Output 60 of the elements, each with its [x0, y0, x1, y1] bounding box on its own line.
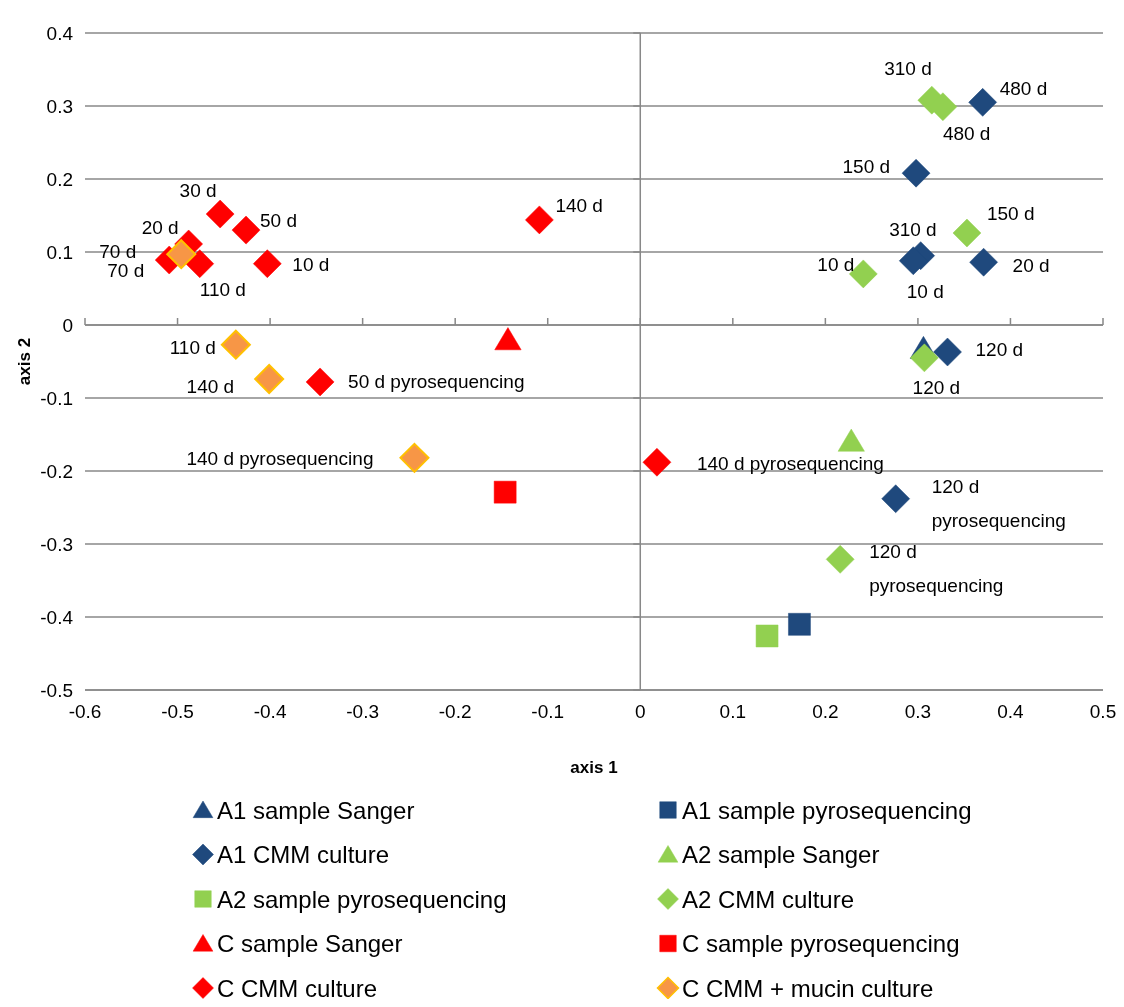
x-tick-label: 0.3 [904, 701, 932, 722]
x-tick-label: 0 [634, 701, 646, 722]
y-tick-label: -0.2 [40, 460, 73, 482]
y-tick-label: 0.1 [46, 241, 73, 263]
y-tick-label: 0.2 [46, 168, 73, 190]
annotation: 20 d [1012, 254, 1050, 276]
y-axis-title: axis 2 [14, 337, 34, 386]
x-axis-title: axis 1 [570, 758, 618, 777]
y-tick-label: 0.4 [46, 22, 74, 44]
annotation: 140 d [555, 195, 603, 217]
annotation: 140 d [186, 375, 235, 397]
annotation: 110 d [199, 279, 246, 301]
annotation: 10 d [817, 254, 855, 276]
annotation: 310 d [884, 57, 932, 79]
annotation: 480 d [942, 123, 991, 145]
annotation: 30 d [179, 179, 217, 201]
x-tick-label: 0.5 [1089, 701, 1117, 722]
annotation: 480 d [999, 77, 1048, 99]
legend-label: C CMM + mucin culture [682, 974, 934, 1002]
annotation: 120 d [975, 338, 1024, 360]
annotation: 70 d [99, 240, 137, 262]
legend-label: A1 sample pyrosequencing [682, 796, 972, 824]
x-tick-label: 0.4 [997, 701, 1025, 722]
legend-label: A2 sample Sanger [682, 841, 880, 868]
y-tick-label: -0.4 [40, 606, 74, 628]
annotation: 120 d pyrosequencing [931, 475, 1066, 531]
legend-label: A2 CMM culture [682, 885, 855, 913]
x-tick-label: 0.1 [719, 701, 747, 722]
legend-label: A2 sample pyrosequencing [217, 885, 507, 913]
x-tick-label: 0.2 [812, 701, 839, 722]
x-tick-label: -0.2 [438, 701, 472, 722]
y-tick-label: -0.5 [40, 679, 73, 701]
annotation: 20 d [141, 217, 179, 239]
annotation: 140 d pyrosequencing [696, 452, 884, 474]
legend-label: C sample pyrosequencing [682, 930, 960, 957]
legend-label: A1 sample Sanger [217, 796, 415, 824]
legend-label: C CMM culture [217, 974, 378, 1002]
annotation: 150 d [842, 155, 891, 177]
y-tick-label: -0.3 [40, 533, 73, 555]
x-tick-label: -0.4 [253, 701, 287, 722]
y-tick-label: 0 [62, 314, 73, 336]
x-tick-label: -0.3 [346, 701, 380, 722]
annotation: 10 d [292, 254, 330, 276]
annotation: 50 d [260, 209, 298, 231]
annotation: 10 d [906, 281, 944, 303]
y-tick-label: -0.1 [40, 387, 73, 409]
annotation: 120 d [912, 377, 961, 399]
annotation: 110 d [169, 337, 216, 359]
annotation: 70 d [107, 259, 145, 281]
x-tick-label: -0.1 [531, 701, 565, 722]
annotation: 50 d pyrosequencing [348, 371, 525, 393]
annotation: 150 d [986, 202, 1035, 224]
x-tick-label: -0.6 [68, 701, 102, 722]
legend-label: A1 CMM culture [217, 841, 390, 868]
x-tick-label: -0.5 [161, 701, 194, 722]
annotation: 140 d pyrosequencing [186, 448, 374, 470]
y-tick-label: 0.3 [46, 95, 73, 117]
annotation: 310 d [889, 219, 937, 241]
annotation: 120 d pyrosequencing [869, 540, 1004, 596]
legend-label: C sample Sanger [217, 930, 403, 957]
